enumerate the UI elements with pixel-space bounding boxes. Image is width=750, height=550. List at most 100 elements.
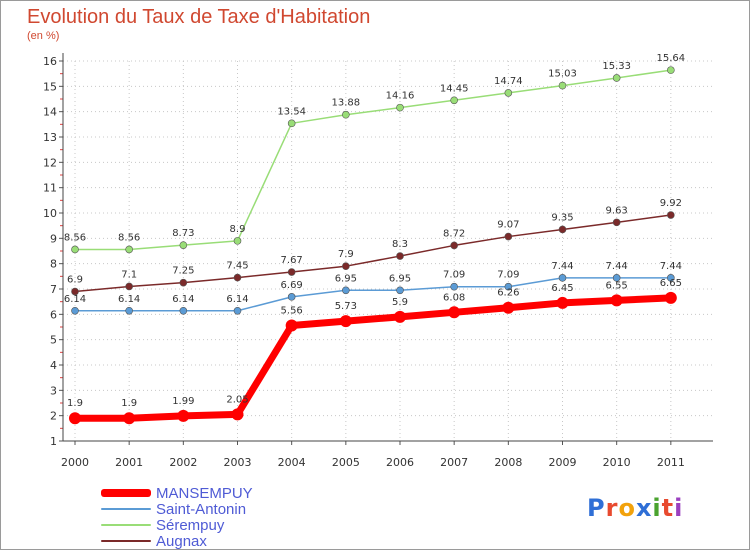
data-point-mansempuy xyxy=(556,296,569,309)
data-label-serempuy: 14.74 xyxy=(494,76,523,87)
legend-label-mansempuy: MANSEMPUY xyxy=(156,484,253,502)
data-label-saint-antonin: 6.14 xyxy=(64,294,86,305)
data-point-serempuy xyxy=(125,245,133,254)
x-tick-label: 2007 xyxy=(440,456,468,469)
data-point-augnax xyxy=(233,273,242,282)
data-point-saint-antonin xyxy=(396,286,404,295)
legend-item-serempuy: Sérempuy xyxy=(101,517,253,533)
data-point-augnax xyxy=(396,252,404,260)
data-point-mansempuy xyxy=(610,294,623,307)
series-line-serempuy xyxy=(74,69,672,251)
y-tick-label: 5 xyxy=(50,334,57,347)
y-tick-label: 7 xyxy=(50,283,57,296)
data-point-saint-antonin xyxy=(71,306,79,315)
series-layer xyxy=(69,66,677,425)
data-point-augnax xyxy=(179,278,188,287)
data-label-serempuy: 14.45 xyxy=(440,83,469,94)
data-point-saint-antonin xyxy=(612,274,621,282)
data-point-saint-antonin xyxy=(125,306,133,315)
x-tick-label: 2003 xyxy=(224,456,252,469)
series-line-mansempuy xyxy=(71,294,675,422)
data-label-saint-antonin: 7.44 xyxy=(660,261,682,272)
data-point-augnax xyxy=(612,218,621,227)
legend-swatch-serempuy xyxy=(101,524,151,526)
data-point-serempuy xyxy=(396,103,404,112)
data-point-serempuy xyxy=(558,81,567,90)
y-tick-label: 6 xyxy=(50,308,57,321)
data-label-serempuy: 8.56 xyxy=(64,232,86,243)
x-tick-label: 2005 xyxy=(332,456,360,469)
data-point-augnax xyxy=(667,211,675,219)
logo-letter: t xyxy=(661,494,675,522)
data-label-mansempuy: 6.45 xyxy=(551,283,573,294)
logo-letter: o xyxy=(618,494,636,522)
data-label-augnax: 9.92 xyxy=(660,198,682,209)
data-point-mansempuy xyxy=(123,412,136,425)
y-tick-label: 14 xyxy=(43,106,57,119)
data-label-mansempuy: 6.26 xyxy=(497,288,519,299)
y-tick-label: 11 xyxy=(43,182,57,195)
data-label-augnax: 9.07 xyxy=(497,220,519,231)
data-point-saint-antonin xyxy=(558,274,567,282)
x-tick-label: 2004 xyxy=(278,456,306,469)
data-label-mansempuy: 6.65 xyxy=(660,278,682,289)
data-label-augnax: 7.67 xyxy=(281,255,303,266)
data-point-mansempuy xyxy=(448,306,461,319)
data-label-serempuy: 13.54 xyxy=(277,106,306,117)
y-tick-label: 13 xyxy=(43,131,57,144)
logo-letter: P xyxy=(587,494,606,522)
legend-swatch-augnax xyxy=(101,540,151,542)
data-point-augnax xyxy=(450,241,458,250)
legend-item-mansempuy: MANSEMPUY xyxy=(101,485,253,501)
data-point-saint-antonin xyxy=(287,293,296,301)
data-label-mansempuy: 5.56 xyxy=(281,305,303,316)
legend-label-serempuy: Sérempuy xyxy=(156,516,225,534)
data-point-saint-antonin xyxy=(667,274,675,282)
data-point-augnax xyxy=(504,232,513,241)
x-tick-label: 2000 xyxy=(61,456,89,469)
x-tick-label: 2009 xyxy=(549,456,577,469)
data-point-serempuy xyxy=(612,74,621,82)
y-tick-label: 4 xyxy=(50,359,57,372)
grid xyxy=(63,60,713,442)
legend-swatch-saint-antonin xyxy=(101,508,151,510)
data-label-saint-antonin: 7.09 xyxy=(443,270,465,281)
data-label-mansempuy: 1.9 xyxy=(67,398,83,409)
data-label-serempuy: 15.03 xyxy=(548,69,577,80)
data-point-serempuy xyxy=(342,110,350,119)
y-tick-label: 12 xyxy=(43,156,57,169)
chart-unit-label: (en %) xyxy=(27,30,60,42)
data-label-augnax: 7.9 xyxy=(338,249,354,260)
data-label-mansempuy: 6.55 xyxy=(606,280,628,291)
y-tick-label: 3 xyxy=(50,384,57,397)
data-label-saint-antonin: 6.95 xyxy=(389,273,411,284)
data-label-serempuy: 8.73 xyxy=(172,228,194,239)
data-label-augnax: 7.45 xyxy=(226,261,248,272)
data-point-augnax xyxy=(558,225,567,234)
data-label-saint-antonin: 6.14 xyxy=(226,294,248,305)
data-point-augnax xyxy=(71,287,79,296)
x-tick-label: 2002 xyxy=(169,456,197,469)
data-point-saint-antonin xyxy=(450,282,458,291)
data-label-augnax: 9.35 xyxy=(551,212,573,223)
data-point-augnax xyxy=(342,262,350,271)
y-tick-label: 15 xyxy=(43,80,57,93)
data-label-mansempuy: 5.73 xyxy=(335,301,357,312)
legend: MANSEMPUY Saint-Antonin Sérempuy Augnax xyxy=(101,485,253,549)
x-tick-label: 2006 xyxy=(386,456,414,469)
x-tick-label: 2001 xyxy=(115,456,143,469)
data-point-serempuy xyxy=(287,119,296,128)
data-label-augnax: 7.1 xyxy=(121,269,137,280)
logo-letter: i xyxy=(652,494,662,522)
data-point-saint-antonin xyxy=(179,306,188,315)
data-point-saint-antonin xyxy=(342,286,350,295)
data-point-mansempuy xyxy=(664,291,677,304)
data-label-augnax: 7.25 xyxy=(172,266,194,277)
y-tick-label: 16 xyxy=(43,55,57,68)
legend-label-saint-antonin: Saint-Antonin xyxy=(156,500,247,518)
data-label-saint-antonin: 6.69 xyxy=(281,280,303,291)
data-label-serempuy: 8.9 xyxy=(230,224,246,235)
data-label-saint-antonin: 7.09 xyxy=(497,270,519,281)
